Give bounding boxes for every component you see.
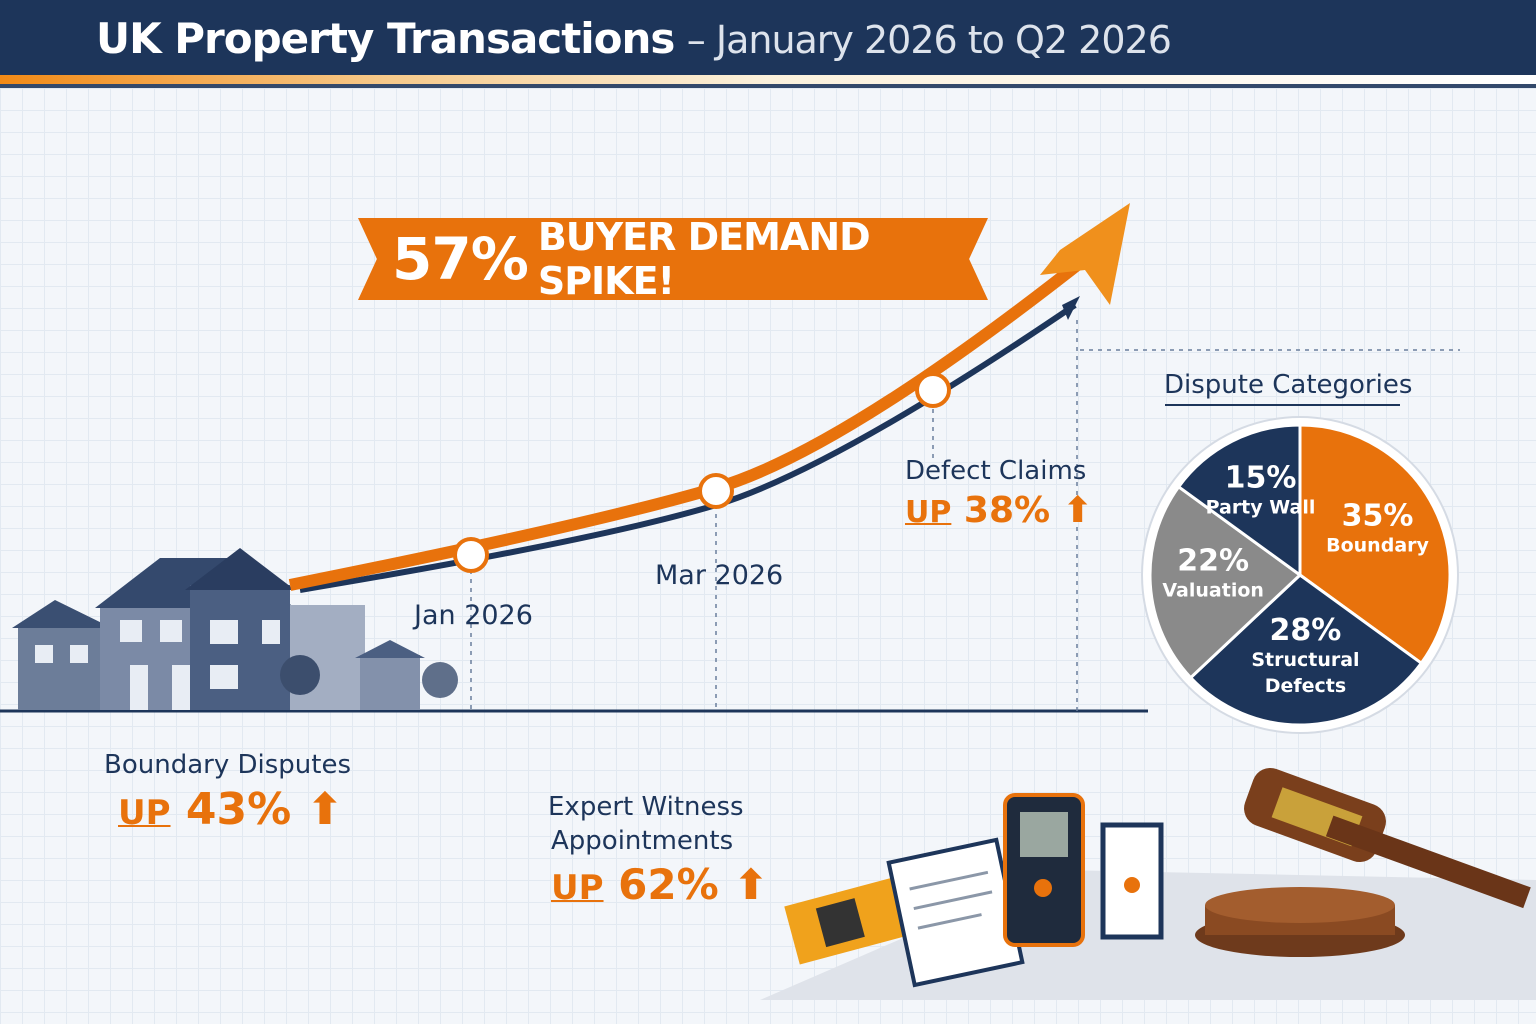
defect-claims-label: Defect Claims <box>905 456 1087 486</box>
header-stripe <box>0 75 1536 84</box>
arrow-up-icon: ⬆ <box>1050 490 1093 531</box>
pie-value-label: 22% <box>1177 543 1249 578</box>
arrow-up-icon: ⬆ <box>718 860 769 909</box>
banner-text: BUYER DEMAND SPIKE! <box>537 215 871 303</box>
pie-chart: 35%Boundary 28%Structural Defects 22%Valuat… <box>1148 423 1452 727</box>
tools-illustration <box>760 767 1536 1000</box>
data-point-q2 <box>915 372 951 408</box>
boundary-disputes-label: Boundary Disputes <box>104 750 351 780</box>
expert-witness-stat: UP 62% ⬆ <box>551 860 769 909</box>
data-point-jan <box>453 537 489 573</box>
demand-spike-banner: 57% BUYER DEMAND SPIKE! <box>358 218 988 300</box>
pie-slice-party-wall <box>1176 423 1302 578</box>
header-bar: UK Property Transactions – January 2026 … <box>0 0 1536 75</box>
trend-arrowhead <box>1040 203 1130 305</box>
x-label-mar: Mar 2026 <box>655 560 784 591</box>
pie-slice-valuation <box>1148 484 1303 680</box>
pie-category-label: Party Wall <box>1206 496 1316 518</box>
pie-category-label: Valuation <box>1162 579 1264 601</box>
expert-witness-label-1: Expert Witness <box>548 792 744 822</box>
pie-category-label: Boundary <box>1326 535 1429 557</box>
header-divider <box>0 84 1536 88</box>
arrow-up-icon: ⬆ <box>291 784 344 835</box>
expert-witness-label-2: Appointments <box>551 826 734 856</box>
pie-category-label: Structural <box>1251 649 1359 671</box>
banner-value: 57% <box>392 225 529 293</box>
houses-illustration <box>12 548 458 710</box>
data-point-mar <box>698 473 734 509</box>
pie-category-label: Defects <box>1265 675 1346 697</box>
boundary-disputes-stat: UP 43% ⬆ <box>118 784 344 835</box>
pie-title: Dispute Categories <box>1164 370 1413 400</box>
x-label-jan: Jan 2026 <box>414 600 533 631</box>
pie-value-label: 35% <box>1342 499 1414 534</box>
trend-arrowhead-navy <box>1062 296 1080 320</box>
page-title: UK Property Transactions – January 2026 … <box>96 14 1172 63</box>
trend-line-orange <box>288 250 1094 591</box>
pie-value-label: 15% <box>1225 460 1297 495</box>
pie-slice-structural-defects <box>1188 573 1424 727</box>
pie-slice-boundary <box>1298 423 1452 666</box>
pie-value-label: 28% <box>1270 613 1342 648</box>
defect-claims-stat: UP 38% ⬆ <box>905 490 1093 531</box>
